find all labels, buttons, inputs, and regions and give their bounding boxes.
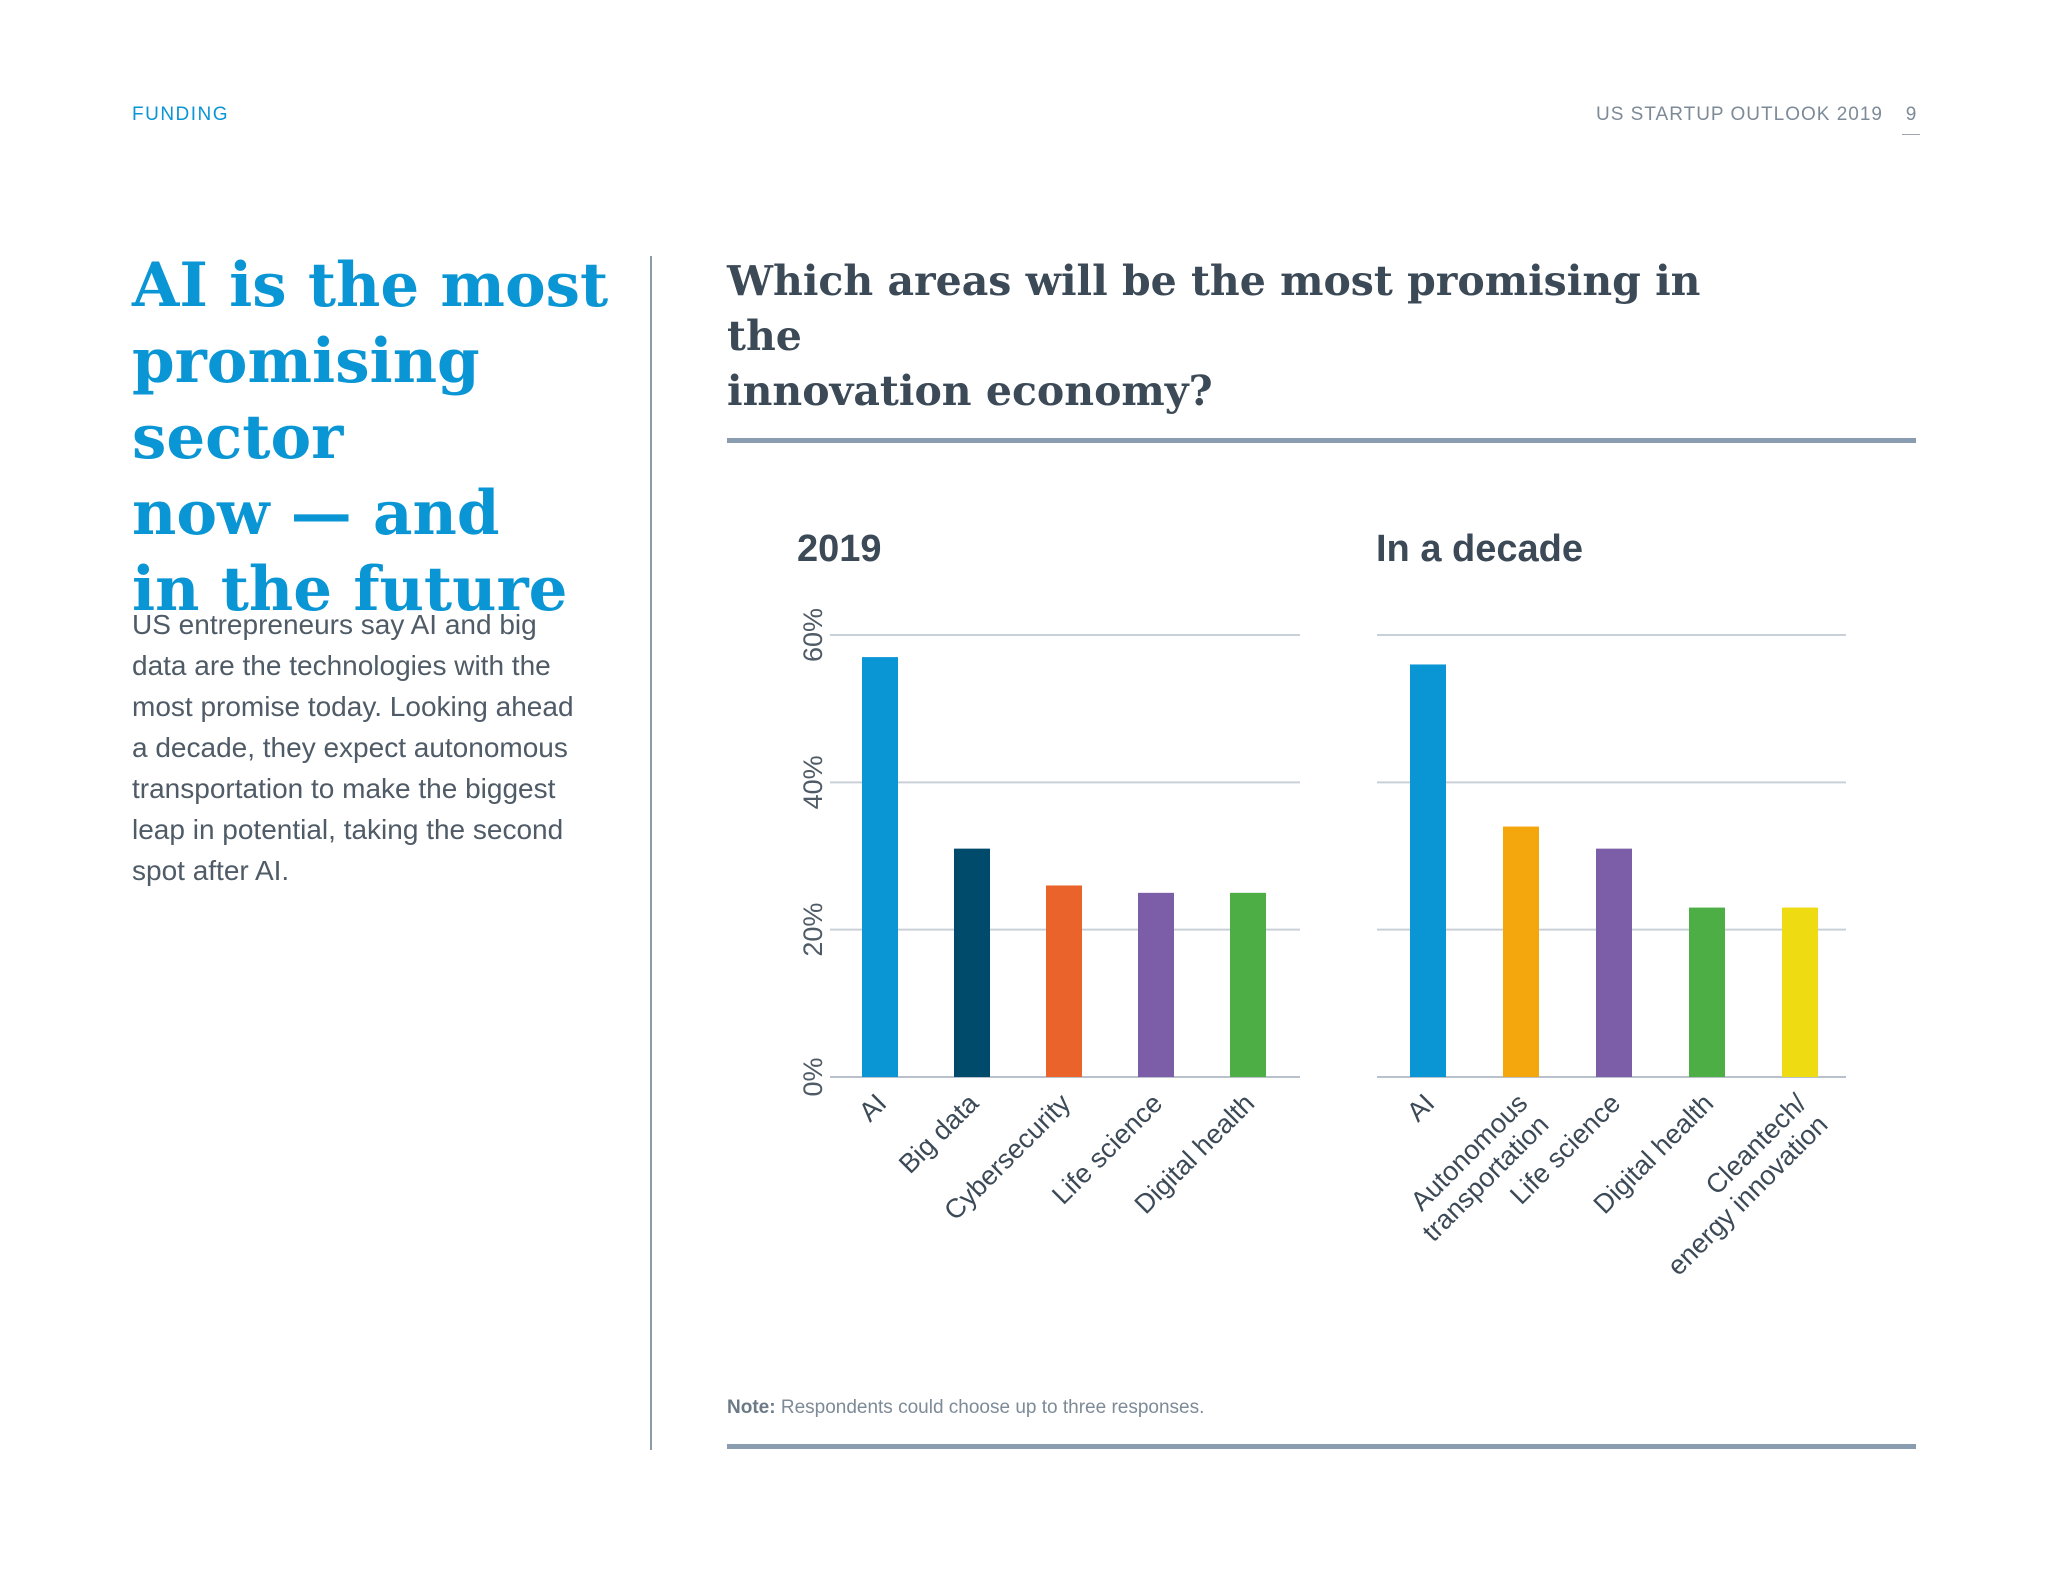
body-line: spot after AI. <box>132 855 290 886</box>
headline-line: now — and <box>132 478 500 549</box>
bar <box>1138 892 1174 1077</box>
x-tick-label-line: AI <box>853 1088 892 1127</box>
vertical-divider <box>650 256 652 1450</box>
chart-decade-title: In a decade <box>1376 528 1583 570</box>
bar <box>1046 885 1082 1077</box>
body-line: a decade, they expect autonomous <box>132 732 568 763</box>
note-text: Respondents could choose up to three res… <box>775 1397 1205 1418</box>
x-tick-label-line: Big data <box>893 1087 985 1179</box>
body-line: US entrepreneurs say AI and big <box>132 609 537 640</box>
body-line: leap in potential, taking the second <box>132 814 564 845</box>
body-line: transportation to make the biggest <box>132 773 556 804</box>
x-tick-label-line: AI <box>1401 1088 1440 1127</box>
publication-title: US STARTUP OUTLOOK 2019 <box>1596 104 1883 125</box>
y-tick-label: 60% <box>798 608 828 662</box>
y-tick-label: 40% <box>798 755 828 809</box>
question-line: Which areas will be the most promising i… <box>727 257 1701 360</box>
page-number: 9 <box>1902 104 1920 135</box>
bar <box>1230 892 1266 1077</box>
x-tick-label: AI <box>853 1088 892 1127</box>
x-tick-label: AI <box>1401 1088 1440 1127</box>
headline-line: promising sector <box>132 326 480 473</box>
body-line: data are the technologies with the <box>132 650 551 681</box>
x-tick-label: Big data <box>893 1087 985 1179</box>
bar <box>1596 848 1632 1077</box>
body-paragraph: US entrepreneurs say AI and big data are… <box>132 604 582 891</box>
question-line: innovation economy? <box>727 367 1213 415</box>
chart-question: Which areas will be the most promising i… <box>727 254 1727 419</box>
bar <box>954 848 990 1077</box>
page-headline: AI is the most promising sector now — an… <box>132 248 632 628</box>
section-label: FUNDING <box>132 104 230 125</box>
chart-2019-title: 2019 <box>797 528 882 570</box>
bar <box>1689 907 1725 1077</box>
footnote: Note: Respondents could choose up to thr… <box>727 1397 1204 1419</box>
bar <box>1782 907 1818 1077</box>
headline-line: AI is the most <box>132 250 609 321</box>
bottom-rule <box>727 1444 1916 1449</box>
bar <box>1503 826 1539 1077</box>
bar <box>1410 664 1446 1077</box>
top-rule <box>727 438 1916 443</box>
y-tick-label: 0% <box>798 1057 828 1096</box>
body-line: most promise today. Looking ahead <box>132 691 574 722</box>
bar <box>862 657 898 1077</box>
y-tick-label: 20% <box>798 903 828 957</box>
note-label: Note: <box>727 1397 776 1418</box>
headline-line: in the future <box>132 554 568 625</box>
